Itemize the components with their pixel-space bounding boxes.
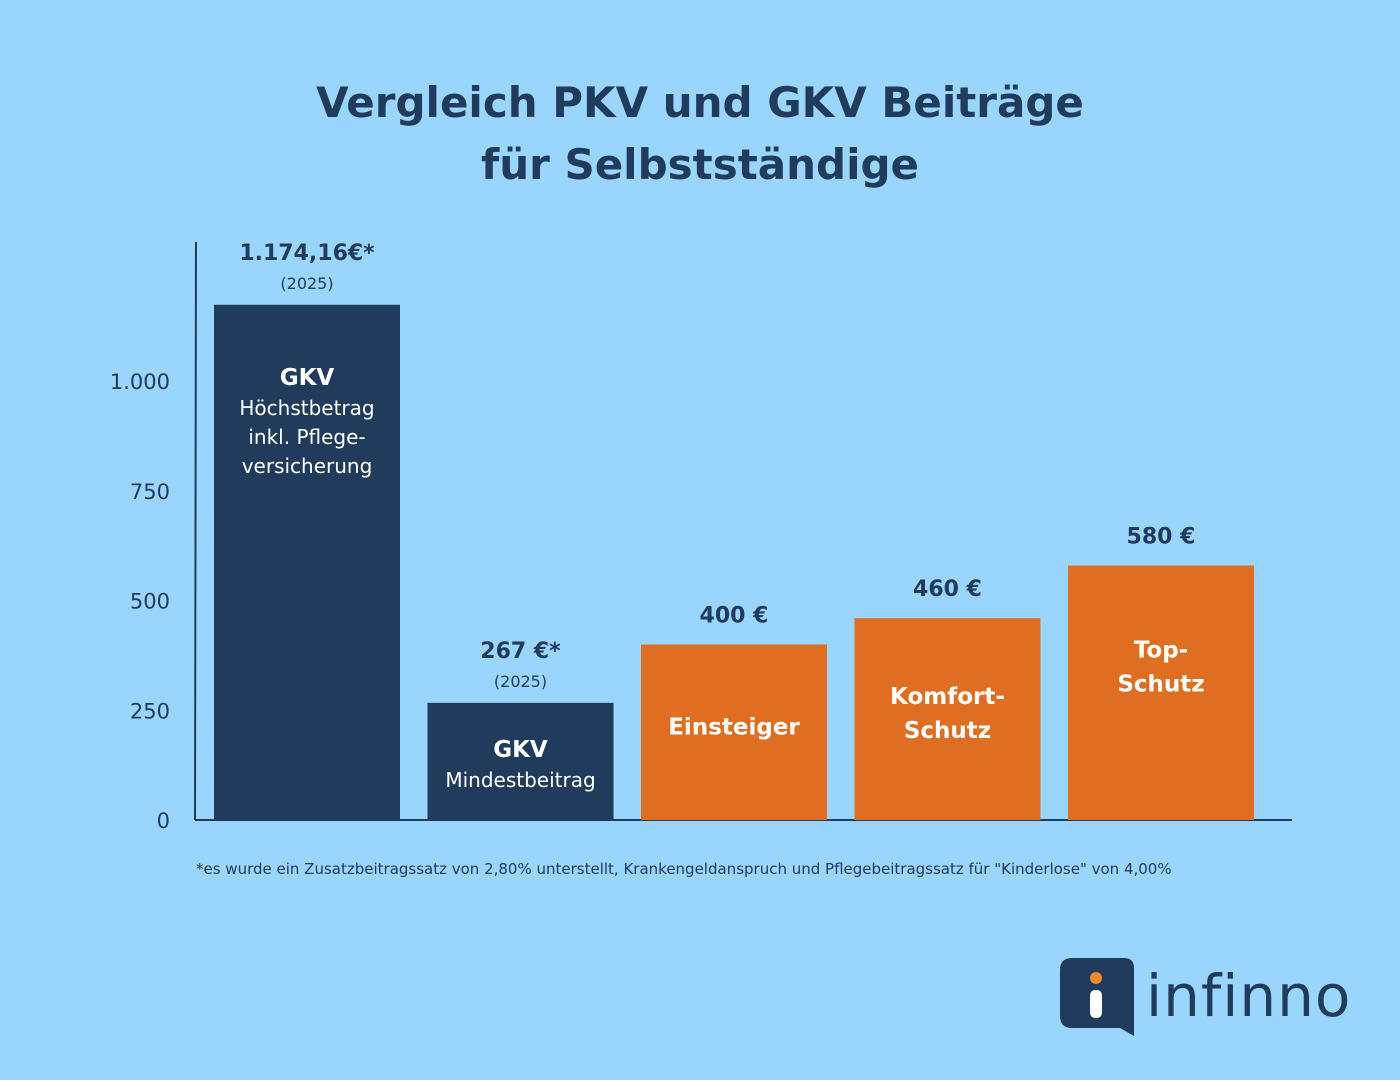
y-tick-label: 750 xyxy=(130,480,170,504)
y-tick-label: 0 xyxy=(157,809,170,833)
bar xyxy=(427,702,614,820)
chart-title-line-1: Vergleich PKV und GKV Beiträge xyxy=(316,78,1084,127)
bar-inner-label: Schutz xyxy=(1117,671,1204,697)
chart-title: Vergleich PKV und GKV Beiträge für Selbs… xyxy=(0,72,1400,196)
bar-inner-title: Komfort- xyxy=(890,684,1005,710)
bar-value-label: 580 € xyxy=(1127,524,1196,549)
bar-value-label: 400 € xyxy=(700,603,769,628)
bar-value-label: 460 € xyxy=(913,577,982,602)
info-i-icon xyxy=(1060,958,1134,1036)
y-axis xyxy=(194,241,197,821)
y-tick-label: 250 xyxy=(130,699,170,723)
bar xyxy=(641,644,827,820)
bar-inner-label: inkl. Pflege- xyxy=(248,425,365,449)
footnote: *es wurde ein Zusatzbeitragssatz von 2,8… xyxy=(196,860,1172,878)
bar-inner-label: Schutz xyxy=(904,718,991,744)
bar-inner-title: Einsteiger xyxy=(668,714,800,740)
bar-inner-title: Top- xyxy=(1134,637,1188,663)
bar-year-label: (2025) xyxy=(494,672,547,691)
bar-value-label: 1.174,16€* xyxy=(239,241,375,266)
bar-chart: 0 250 500 750 1.000 1.174,16€* (2025) GKV Höchst… xyxy=(110,241,1292,833)
y-tick-label: 500 xyxy=(130,590,170,614)
bar-inner-title: GKV xyxy=(493,737,548,763)
bar-value-label: 267 €* xyxy=(480,639,561,664)
y-tick-label: 1.000 xyxy=(110,370,170,394)
bar xyxy=(1068,565,1254,820)
bar-inner-label: Mindestbeitrag xyxy=(445,768,595,792)
bar-inner-label: Höchstbetrag xyxy=(239,396,374,420)
bar-inner-title: GKV xyxy=(280,365,335,391)
bar xyxy=(854,618,1041,820)
logo-wordmark: infinno xyxy=(1146,962,1352,1030)
infinno-logo[interactable]: infinno xyxy=(1058,958,1358,1038)
bar-inner-label: versicherung xyxy=(242,454,373,478)
chart-title-line-2: für Selbstständige xyxy=(480,140,920,189)
bar-year-label: (2025) xyxy=(280,274,333,293)
bar xyxy=(214,304,400,821)
